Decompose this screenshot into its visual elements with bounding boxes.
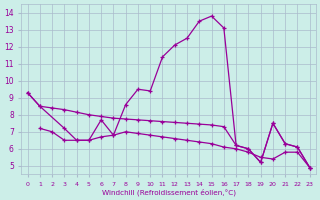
X-axis label: Windchill (Refroidissement éolien,°C): Windchill (Refroidissement éolien,°C) [102, 188, 236, 196]
